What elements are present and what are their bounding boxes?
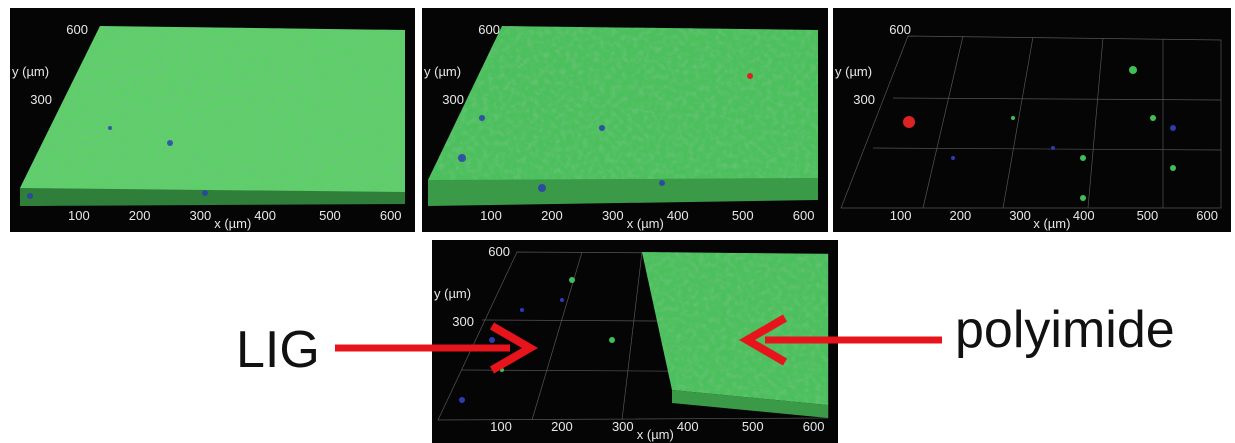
- figure: 600300y (µm)100200300400500600x (µm) 600…: [0, 0, 1235, 443]
- arrows: [0, 0, 1235, 443]
- page: Microscopy panels {"panels": [ {"y_ticks…: [0, 0, 1235, 443]
